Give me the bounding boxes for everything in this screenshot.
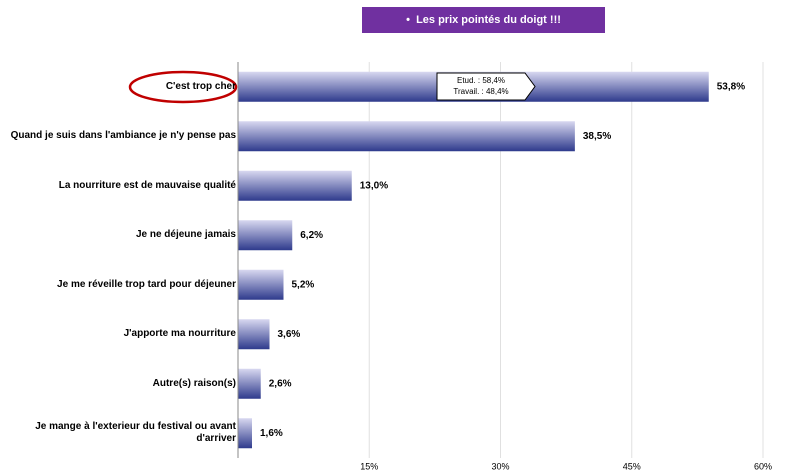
category-label: Je mange à l'exterieur du festival ou av… <box>35 421 236 445</box>
title-banner: • Les prix pointés du doigt !!! <box>362 7 605 33</box>
category-label: Quand je suis dans l'ambiance je n'y pen… <box>10 130 236 142</box>
x-tick-label: 15% <box>360 461 378 471</box>
bar <box>238 170 352 201</box>
value-label: 5,2% <box>292 279 315 290</box>
value-label: 1,6% <box>260 428 283 439</box>
category-label: La nourriture est de mauvaise qualité <box>58 179 236 191</box>
value-label: 53,8% <box>717 81 745 92</box>
bar <box>238 269 284 300</box>
bullet: • <box>406 14 417 26</box>
value-label: 13,0% <box>360 180 388 191</box>
x-tick-label: 45% <box>623 461 641 471</box>
bar <box>238 368 261 399</box>
bar <box>238 121 575 152</box>
x-tick-label: 60% <box>754 461 772 471</box>
category-label: Je ne déjeune jamais <box>135 229 236 241</box>
x-tick-label: 30% <box>491 461 509 471</box>
value-label: 3,6% <box>278 329 301 340</box>
value-label: 38,5% <box>583 131 611 142</box>
category-label: Autre(s) raison(s) <box>152 377 236 389</box>
category-label: Je me réveille trop tard pour déjeuner <box>57 278 236 290</box>
bar <box>238 319 270 350</box>
category-label: C'est trop cher <box>165 80 236 92</box>
value-label: 2,6% <box>269 378 292 389</box>
callout-text: Travail. : 48,4% <box>453 87 508 96</box>
bar <box>238 418 252 449</box>
value-label: 6,2% <box>300 230 323 241</box>
category-label: J'apporte ma nourriture <box>123 328 236 340</box>
highlight-ellipse <box>128 70 238 104</box>
chart-title: Les prix pointés du doigt !!! <box>416 14 561 26</box>
callout-box <box>436 72 536 101</box>
callout-text: Etud. : 58,4% <box>457 76 505 85</box>
bar <box>238 220 293 251</box>
